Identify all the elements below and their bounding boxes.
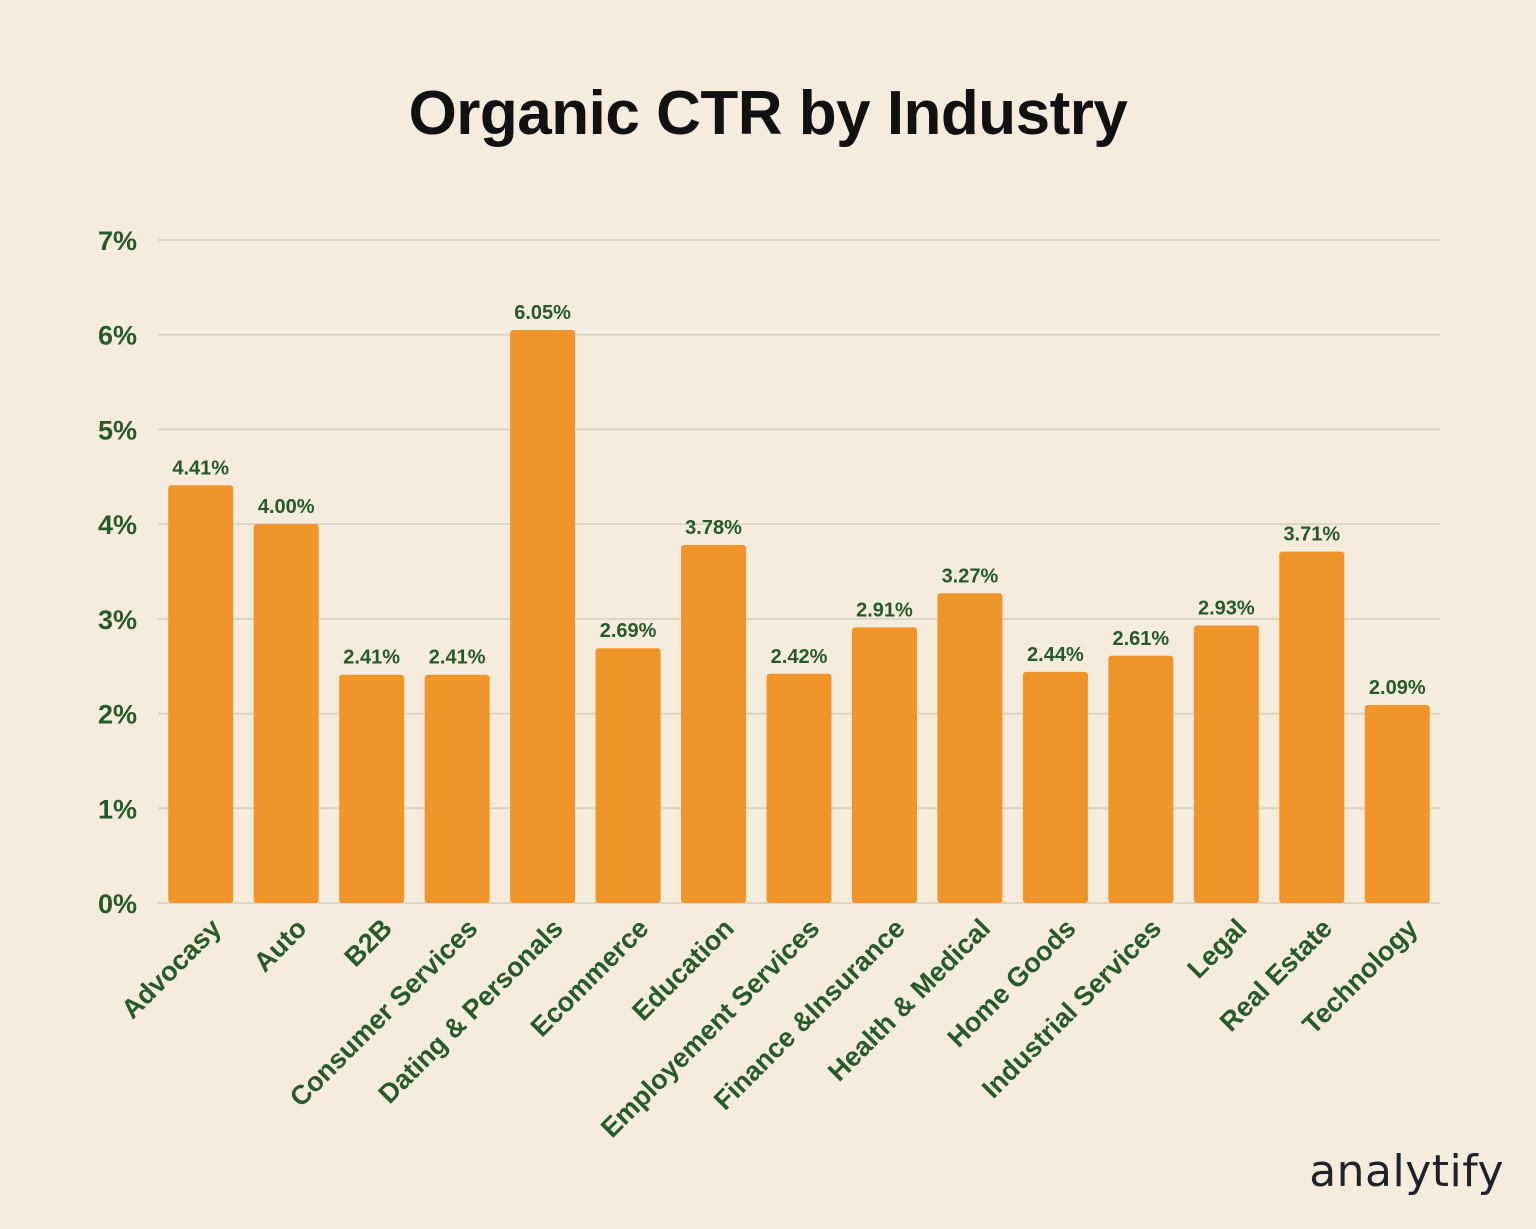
- data-label: 3.78%: [685, 517, 742, 539]
- data-label: 3.27%: [942, 565, 999, 587]
- bar: [339, 674, 405, 903]
- data-label: 2.09%: [1369, 677, 1426, 699]
- data-label: 2.41%: [429, 647, 486, 669]
- bar: [1364, 705, 1430, 903]
- chart-title: Organic CTR by Industry: [408, 79, 1128, 148]
- bar: [1193, 625, 1259, 903]
- x-tick-label: Health & Medical: [822, 913, 996, 1087]
- bar: [1279, 551, 1345, 903]
- data-label: 2.61%: [1113, 628, 1170, 650]
- bar: [168, 485, 234, 903]
- data-label: 2.91%: [856, 599, 913, 621]
- data-label: 4.41%: [172, 457, 229, 479]
- x-tick-label: B2B: [339, 913, 398, 972]
- bar: [424, 674, 490, 903]
- y-tick-label: 0%: [98, 889, 137, 919]
- y-tick-label: 1%: [98, 794, 137, 824]
- y-tick-label: 2%: [98, 700, 137, 730]
- bar: [253, 524, 319, 903]
- data-label: 2.93%: [1198, 597, 1255, 619]
- bar: [681, 544, 747, 903]
- x-tick-label: Legal: [1181, 913, 1252, 984]
- bar: [1022, 671, 1088, 903]
- data-label: 2.41%: [343, 647, 400, 669]
- bar: [851, 627, 917, 903]
- y-tick-label: 5%: [98, 415, 137, 445]
- data-label: 2.42%: [771, 646, 828, 668]
- bar: [937, 593, 1003, 903]
- y-tick-label: 6%: [98, 321, 137, 351]
- y-tick-label: 4%: [98, 510, 137, 540]
- bar: [510, 329, 576, 903]
- analytify-logo: analytify: [1309, 1146, 1504, 1197]
- data-label: 6.05%: [514, 302, 571, 324]
- bar: [1108, 655, 1174, 903]
- bar: [595, 648, 661, 903]
- y-tick-label: 3%: [98, 605, 137, 635]
- bar: [766, 673, 832, 903]
- y-tick-label: 7%: [98, 226, 137, 256]
- data-label: 2.69%: [600, 620, 657, 642]
- data-label: 4.00%: [258, 496, 315, 518]
- data-label: 3.71%: [1283, 524, 1340, 546]
- x-tick-label: Auto: [248, 913, 313, 978]
- x-tick-label: Advocasy: [116, 913, 227, 1024]
- data-label: 2.44%: [1027, 644, 1084, 666]
